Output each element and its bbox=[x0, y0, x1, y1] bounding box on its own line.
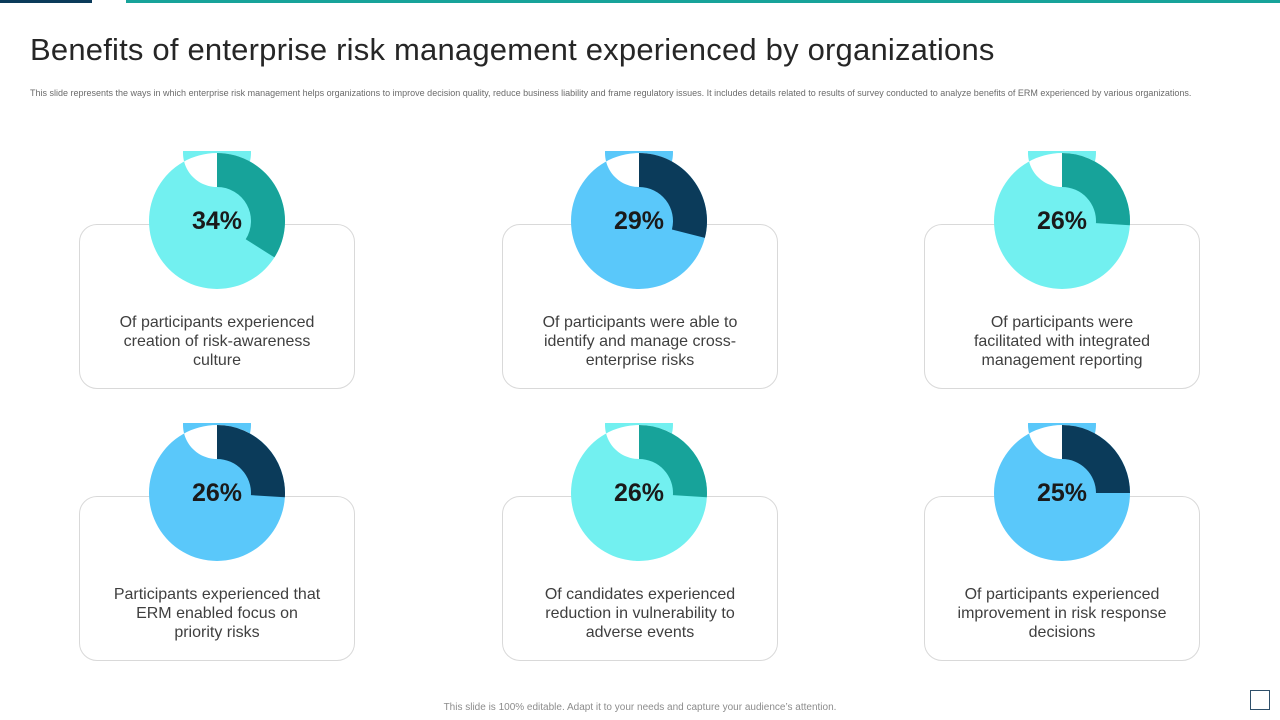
donut-segment-4 bbox=[217, 425, 285, 498]
slide-title: Benefits of enterprise risk management e… bbox=[30, 32, 995, 67]
stat-description-4: Participants experienced that ERM enable… bbox=[113, 586, 321, 641]
donut-chart-2: 29% bbox=[569, 151, 709, 291]
donut-chart-6: 25% bbox=[992, 423, 1132, 563]
slide-subtitle: This slide represents the ways in which … bbox=[30, 88, 1192, 98]
top-accent-bar-teal bbox=[126, 0, 1280, 3]
donut-segment-3 bbox=[1062, 153, 1130, 226]
donut-segment-5 bbox=[639, 425, 707, 498]
donut-label-6: 25% bbox=[1036, 478, 1088, 507]
stat-card-3: Of participants were facilitated with in… bbox=[924, 224, 1200, 389]
donut-label-2: 29% bbox=[613, 206, 665, 235]
donut-label-5: 26% bbox=[613, 478, 665, 507]
donut-segment-6 bbox=[1062, 425, 1130, 493]
stat-description-6: Of participants experienced improvement … bbox=[957, 586, 1167, 641]
footer-note: This slide is 100% editable. Adapt it to… bbox=[443, 702, 837, 713]
donut-chart-1: 34% bbox=[147, 151, 287, 291]
corner-square-icon bbox=[1250, 690, 1270, 710]
donut-label-1: 34% bbox=[191, 206, 243, 235]
donut-segment-1 bbox=[217, 153, 285, 258]
stat-description-5: Of candidates experienced reduction in v… bbox=[544, 586, 736, 641]
stat-description-2: Of participants were able to identify an… bbox=[542, 314, 738, 369]
top-accent-bar-dark bbox=[0, 0, 92, 3]
stat-description-1: Of participants experienced creation of … bbox=[119, 314, 315, 369]
stat-description-3: Of participants were facilitated with in… bbox=[973, 314, 1151, 369]
donut-segment-2 bbox=[639, 153, 707, 238]
donut-chart-3: 26% bbox=[992, 151, 1132, 291]
donut-chart-5: 26% bbox=[569, 423, 709, 563]
donut-label-3: 26% bbox=[1036, 206, 1088, 235]
donut-chart-4: 26% bbox=[147, 423, 287, 563]
donut-label-4: 26% bbox=[191, 478, 243, 507]
